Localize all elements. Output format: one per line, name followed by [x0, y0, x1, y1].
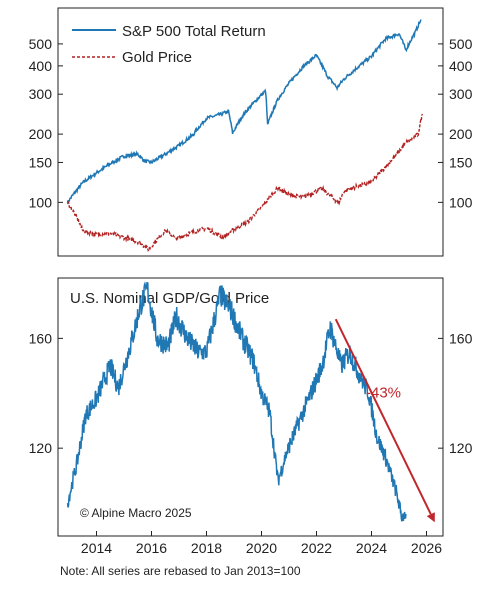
- top-y-tick-label-right: 500: [449, 36, 473, 52]
- x-tick-label: 2020: [246, 540, 277, 556]
- copyright-credit: © Alpine Macro 2025: [80, 506, 192, 520]
- series-line-gdp-gold: [66, 281, 407, 522]
- trend-arrow-line: [334, 318, 432, 515]
- top-y-tick-label-left: 200: [29, 126, 53, 142]
- x-axis-ticks: 2014 2016 2018 2020 2022 2024 2026: [81, 531, 442, 556]
- top-y-tick-label-right: 100: [449, 194, 473, 210]
- annotation: -43%: [334, 318, 435, 523]
- x-tick-label: 2026: [411, 540, 442, 556]
- top-y-tick-label-left: 400: [29, 58, 53, 74]
- bottom-y-ticks: 120 120 160 160: [29, 330, 473, 456]
- top-y-tick-label-right: 400: [449, 58, 473, 74]
- top-y-tick-label-left: 150: [29, 154, 53, 170]
- top-y-ticks: 100 100 150 150 200 200 300 300 400 400 500 500: [29, 36, 473, 210]
- bottom-series-layer: [66, 281, 407, 522]
- top-y-tick-label-left: 300: [29, 86, 53, 102]
- top-y-tick-label-right: 300: [449, 86, 473, 102]
- top-y-tick-label-left: 100: [29, 194, 53, 210]
- top-series-layer: [66, 19, 424, 252]
- x-tick-label: 2022: [301, 540, 332, 556]
- bottom-panel: U.S. Nominal GDP/Gold Price 120 120 160 160…: [29, 277, 473, 556]
- series-line-sp500: [66, 19, 422, 205]
- footnote: Note: All series are rebased to Jan 2013…: [60, 564, 301, 578]
- legend: S&P 500 Total Return Gold Price: [72, 23, 266, 66]
- top-y-tick-label-right: 150: [449, 154, 473, 170]
- bottom-y-tick-label-right: 160: [449, 330, 473, 346]
- bottom-y-tick-label-left: 160: [29, 330, 53, 346]
- legend-label-sp500: S&P 500 Total Return: [122, 23, 266, 40]
- x-tick-label: 2018: [191, 540, 222, 556]
- top-y-tick-label-right: 200: [449, 126, 473, 142]
- bottom-panel-title: U.S. Nominal GDP/Gold Price: [70, 290, 269, 307]
- trend-arrow-head: [426, 512, 435, 523]
- top-y-tick-label-left: 500: [29, 36, 53, 52]
- x-tick-label: 2014: [81, 540, 112, 556]
- x-tick-label: 2016: [136, 540, 167, 556]
- x-tick-label: 2024: [356, 540, 387, 556]
- annotation-label: -43%: [366, 384, 401, 401]
- bottom-y-tick-label-right: 120: [449, 440, 473, 456]
- top-panel: 100 100 150 150 200 200 300 300 400 400 500 500 S&P…: [29, 7, 473, 257]
- bottom-y-tick-label-left: 120: [29, 440, 53, 456]
- legend-label-gold: Gold Price: [122, 49, 192, 66]
- series-line-gold: [66, 113, 424, 252]
